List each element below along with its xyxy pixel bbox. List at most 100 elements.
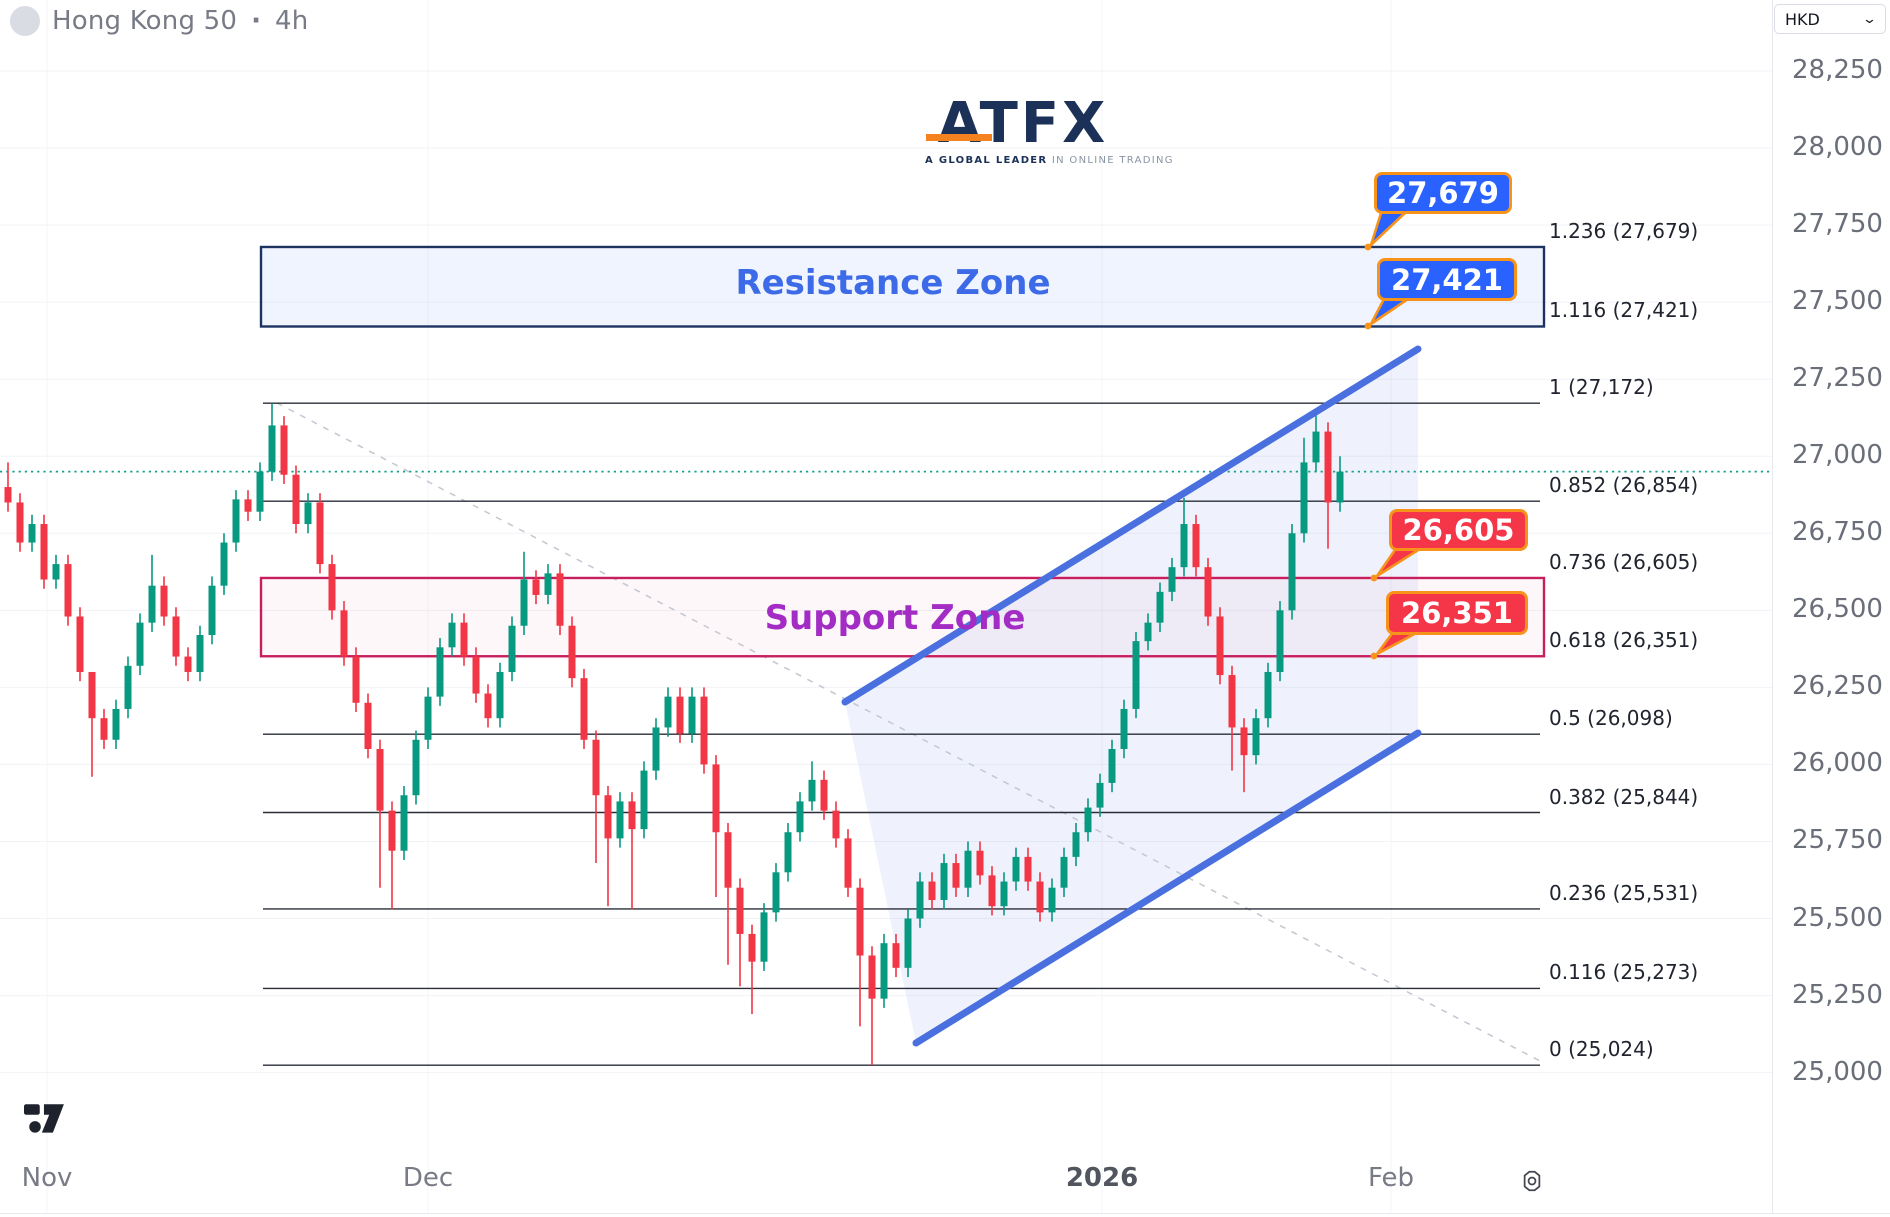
- candle-body: [220, 542, 228, 586]
- support-zone[interactable]: [261, 577, 1544, 657]
- resistance-zone[interactable]: [261, 246, 1544, 327]
- candle-body: [544, 573, 552, 595]
- price-tick[interactable]: 27,750: [1792, 209, 1883, 240]
- candle-body: [1096, 782, 1104, 808]
- currency-value: HKD: [1785, 9, 1820, 29]
- candle-body: [964, 850, 972, 888]
- support-zone-label[interactable]: Support Zone: [764, 598, 1026, 638]
- timeframe-label[interactable]: 4h: [275, 6, 309, 36]
- candle-body: [1084, 807, 1092, 833]
- candle-body: [916, 881, 924, 919]
- candle-body: [1024, 856, 1032, 882]
- candle-body: [1336, 471, 1344, 503]
- candle-body: [940, 863, 948, 901]
- time-tick-Dec[interactable]: Dec: [402, 1163, 454, 1193]
- candle-body: [880, 943, 888, 999]
- candle-body: [1204, 567, 1212, 617]
- price-tick[interactable]: 27,250: [1792, 363, 1883, 394]
- candle-body: [52, 564, 60, 580]
- atfx-tagline: A GLOBAL LEADER IN ONLINE TRADING: [925, 155, 1174, 166]
- candle-body: [724, 832, 732, 888]
- support-zone-border: [259, 576, 1546, 658]
- candle-body: [556, 573, 564, 626]
- candle-body: [616, 801, 624, 839]
- candle-body: [664, 696, 672, 728]
- candle-body: [1000, 881, 1008, 907]
- time-tick-Feb[interactable]: Feb: [1367, 1163, 1415, 1193]
- candle-body: [484, 693, 492, 719]
- fib-label-0.236: 0.236 (25,531): [1549, 880, 1699, 905]
- candle-body: [784, 832, 792, 873]
- candle-body: [844, 838, 852, 888]
- fib-anchor-dashed-line[interactable]: [276, 402, 1541, 1062]
- trend-channel-upper-line[interactable]: [841, 345, 1422, 706]
- candle-body: [796, 801, 804, 833]
- price-tick[interactable]: 25,500: [1792, 902, 1883, 933]
- time-axis-separator: [0, 1213, 1890, 1214]
- symbol-name[interactable]: Hong Kong 50: [52, 6, 238, 36]
- trend-channel-fill: [845, 349, 1418, 1043]
- candle-body: [148, 585, 156, 623]
- candle-body: [772, 872, 780, 913]
- price-callout-badge[interactable]: 27,679: [1374, 172, 1512, 214]
- time-tick-2026[interactable]: 2026: [1065, 1163, 1139, 1193]
- candle-body: [676, 696, 684, 734]
- candle-body: [592, 739, 600, 796]
- candle-body: [1252, 718, 1260, 756]
- price-tick[interactable]: 26,500: [1792, 594, 1883, 625]
- price-tick[interactable]: 27,000: [1792, 440, 1883, 471]
- tradingview-logo-icon[interactable]: [24, 1104, 66, 1134]
- price-callout-badge[interactable]: 27,421: [1377, 258, 1517, 301]
- candle-body: [436, 647, 444, 697]
- price-tick[interactable]: 26,250: [1792, 671, 1883, 702]
- candle-body: [700, 696, 708, 765]
- atfx-wordmark: ATFX: [937, 91, 1109, 156]
- candle-body: [760, 912, 768, 962]
- price-tick[interactable]: 25,750: [1792, 825, 1883, 856]
- candle-body: [1276, 610, 1284, 672]
- candle-body: [448, 622, 456, 648]
- atfx-orange-bar-icon: [926, 134, 992, 141]
- price-tick[interactable]: 25,250: [1792, 979, 1883, 1010]
- price-tick[interactable]: 25,000: [1792, 1056, 1883, 1087]
- price-tick[interactable]: 27,500: [1792, 286, 1883, 317]
- fib-label-1: 1 (27,172): [1549, 375, 1654, 400]
- symbol-logo-circle[interactable]: [10, 6, 40, 36]
- candle-body: [508, 625, 516, 672]
- candle-body: [1012, 856, 1020, 882]
- candle-body: [124, 665, 132, 709]
- price-callout-badge[interactable]: 26,351: [1386, 591, 1528, 635]
- trend-channel-lower-line[interactable]: [912, 729, 1422, 1047]
- candle-body: [28, 524, 36, 543]
- candle-body: [748, 933, 756, 962]
- candle-body: [160, 585, 168, 617]
- price-tick[interactable]: 28,000: [1792, 132, 1883, 163]
- price-tick[interactable]: 26,000: [1792, 748, 1883, 779]
- settings-gear-icon[interactable]: [1519, 1168, 1545, 1194]
- price-tick[interactable]: 28,250: [1792, 55, 1883, 85]
- candle-body: [76, 616, 84, 672]
- candle-body: [268, 425, 276, 472]
- fib-label-1.236: 1.236 (27,679): [1549, 218, 1699, 243]
- candle-body: [304, 502, 312, 525]
- resistance-zone-label[interactable]: Resistance Zone: [735, 263, 1051, 303]
- candle-body: [328, 564, 336, 611]
- candle-body: [1120, 708, 1128, 750]
- candle-body: [580, 678, 588, 740]
- time-tick-Nov[interactable]: Nov: [21, 1163, 73, 1193]
- badge-tail: [1368, 208, 1412, 250]
- candle-body: [904, 918, 912, 968]
- currency-dropdown[interactable]: HKD ⌄: [1774, 4, 1886, 34]
- candle-body: [184, 656, 192, 672]
- price-tick[interactable]: 26,750: [1792, 517, 1883, 548]
- candle-body: [1132, 641, 1140, 709]
- price-callout-badge[interactable]: 26,605: [1389, 509, 1528, 551]
- candle-body: [688, 696, 696, 734]
- candle-body: [112, 708, 120, 740]
- candle-body: [604, 795, 612, 839]
- fib-label-0.736: 0.736 (26,605): [1549, 549, 1699, 574]
- candle-body: [1228, 675, 1236, 728]
- candle-body: [172, 616, 180, 657]
